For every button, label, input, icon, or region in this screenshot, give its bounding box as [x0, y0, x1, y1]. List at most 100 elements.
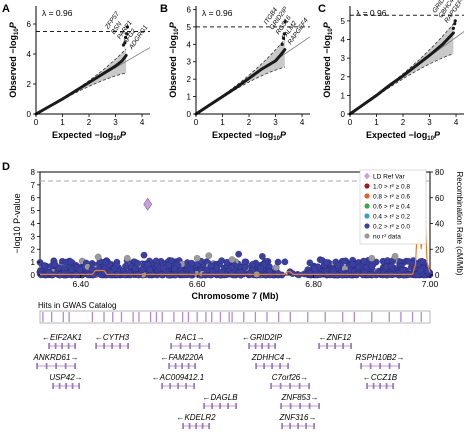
lambda-label: λ = 0.96: [42, 8, 73, 18]
y-axis-label: Observed −log10P: [168, 21, 180, 97]
gene-exon: [188, 423, 191, 429]
gene-name: ←GRID2IP: [242, 333, 283, 342]
ci-lower-line: [349, 53, 454, 115]
observed-points: [34, 54, 128, 116]
snp-point: [322, 259, 330, 266]
snp-point: [368, 263, 376, 271]
ld-reference-variant: [143, 197, 153, 211]
gene-exon: [194, 363, 196, 369]
gene-exon: [170, 343, 172, 349]
gene-exon: [350, 343, 352, 349]
y2-tick-label: 80: [435, 168, 444, 177]
gene-exon: [65, 383, 67, 389]
gene-exon: [36, 363, 38, 369]
gene-exon: [187, 363, 190, 369]
gene-exon: [195, 423, 197, 429]
gene-name: RSPH10B2→: [356, 353, 405, 362]
gene-name: ←KDELR2: [176, 413, 216, 422]
gene-exon: [64, 363, 67, 369]
gene-exon: [298, 383, 301, 389]
gene-exon: [281, 423, 283, 429]
gene-exon: [45, 363, 48, 369]
snp-point: [338, 271, 346, 279]
x-tick-label: 3: [427, 118, 432, 127]
gene-exon: [111, 343, 113, 349]
y-axis-label: −log10 P-value: [12, 193, 22, 253]
gene-name: ←EIF2AK1: [42, 333, 82, 342]
gene-exon: [67, 343, 70, 349]
legend-dot: [364, 183, 370, 189]
gene-exon: [334, 343, 336, 349]
y-tick-label: 2: [187, 75, 192, 84]
snp-point: [188, 259, 196, 267]
snp-point-no-ld: [228, 256, 236, 263]
ci-upper-line: [35, 48, 127, 114]
gene-exon: [78, 383, 80, 389]
snp-point: [60, 270, 68, 277]
gene-exon: [203, 403, 205, 409]
x-tick-label: 3: [273, 118, 278, 127]
gene-exon: [271, 363, 273, 369]
snp-point: [51, 261, 59, 268]
gene-exon: [71, 383, 74, 389]
gene-exon: [127, 343, 129, 349]
snp-point: [249, 260, 257, 268]
snp-point: [122, 262, 129, 270]
gene-exon: [297, 423, 299, 429]
x-tick-label: 7.00: [422, 279, 439, 289]
snp-point: [168, 257, 175, 265]
gene-exon: [308, 383, 310, 389]
gene-exon: [326, 343, 328, 349]
snp-point: [274, 258, 282, 266]
top-point: [280, 42, 284, 46]
snp-point: [146, 266, 154, 274]
snp-point: [165, 271, 173, 279]
gene-exon: [169, 383, 171, 389]
recombination-rate-line: [40, 197, 431, 275]
gene-exon: [305, 423, 307, 429]
gene-exon: [185, 383, 187, 389]
gene-exon: [379, 363, 381, 369]
snp-point: [417, 267, 424, 274]
confidence-band: [196, 39, 285, 115]
legend-label: no r² data: [373, 234, 401, 241]
panel-letter-d: D: [2, 161, 10, 173]
x-tick-label: 1: [220, 118, 225, 127]
x-tick-label: 1: [60, 118, 65, 127]
gwas-track-frame: [39, 310, 431, 324]
gene-exon: [398, 363, 400, 369]
y-tick-label: 5: [187, 23, 192, 32]
snp-point: [418, 257, 426, 265]
snp-point: [107, 269, 115, 277]
y2-tick-label: 20: [435, 245, 444, 254]
snp-point-no-ld: [205, 252, 213, 260]
snp-point: [68, 266, 76, 273]
panel-letter-b: B: [160, 3, 168, 15]
legend-label: 1.0 > r² ≥ 0.8: [373, 184, 410, 191]
y-tick-label: 4: [31, 220, 36, 229]
legend-dot: [364, 223, 370, 229]
gene-exon: [219, 403, 221, 409]
gene-exon: [308, 403, 311, 409]
ci-upper-line: [349, 23, 454, 114]
legend-dot: [364, 203, 370, 209]
y2-tick-label: 0: [435, 271, 440, 280]
gene-exon: [270, 383, 272, 389]
legend-diamond: [364, 172, 370, 180]
snp-point: [94, 266, 102, 273]
gene-exon: [119, 343, 121, 349]
gene-exon: [360, 363, 362, 369]
legend-label: LD Ref Var: [373, 174, 406, 181]
y-tick-label: 2: [31, 245, 36, 254]
snp-point: [188, 270, 196, 277]
snp-point: [218, 257, 225, 264]
snp-point: [76, 266, 84, 274]
x-tick-label: 0: [194, 118, 199, 127]
x-axis-label: Expected −log10P: [52, 130, 127, 142]
snp-point: [258, 253, 266, 260]
gene-exon: [254, 343, 257, 349]
legend-dot: [364, 193, 370, 199]
